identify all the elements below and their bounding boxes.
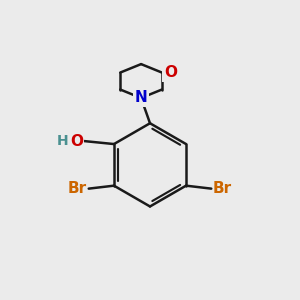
- Text: O: O: [70, 134, 83, 148]
- Text: Br: Br: [213, 181, 232, 196]
- Text: N: N: [135, 91, 148, 106]
- Text: O: O: [164, 65, 177, 80]
- Text: Br: Br: [68, 181, 87, 196]
- Text: H: H: [56, 134, 68, 148]
